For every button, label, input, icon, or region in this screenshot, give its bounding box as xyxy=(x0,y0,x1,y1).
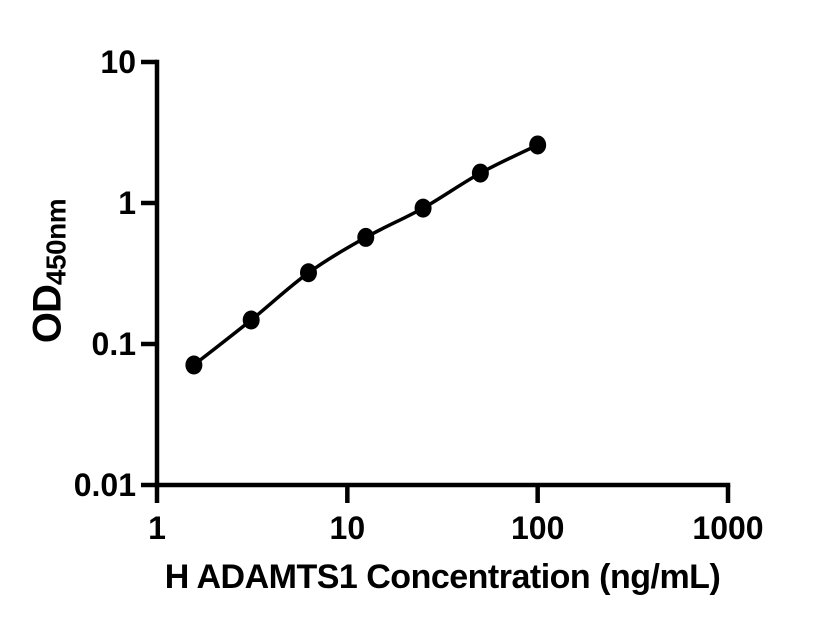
y-axis-title-subscript: 450nm xyxy=(40,198,72,286)
x-tick-label: 1 xyxy=(148,510,166,546)
y-tick-label: 10 xyxy=(100,44,136,80)
data-point xyxy=(357,227,375,247)
data-point xyxy=(414,198,432,218)
y-tick-label: 0.01 xyxy=(74,467,136,503)
data-point xyxy=(185,355,203,375)
x-tick-label: 1000 xyxy=(692,510,763,546)
y-axis-title-main: OD xyxy=(25,285,70,344)
x-axis-title: H ADAMTS1 Concentration (ng/mL) xyxy=(164,558,721,596)
data-point xyxy=(242,310,260,330)
data-point xyxy=(529,135,547,155)
data-point xyxy=(299,263,317,283)
x-tick-label: 10 xyxy=(330,510,366,546)
y-tick-label: 1 xyxy=(118,185,136,221)
y-tick-label: 0.1 xyxy=(92,326,136,362)
data-point xyxy=(471,163,489,183)
y-axis-title: OD450nm xyxy=(25,198,72,344)
x-tick-label: 100 xyxy=(511,510,564,546)
